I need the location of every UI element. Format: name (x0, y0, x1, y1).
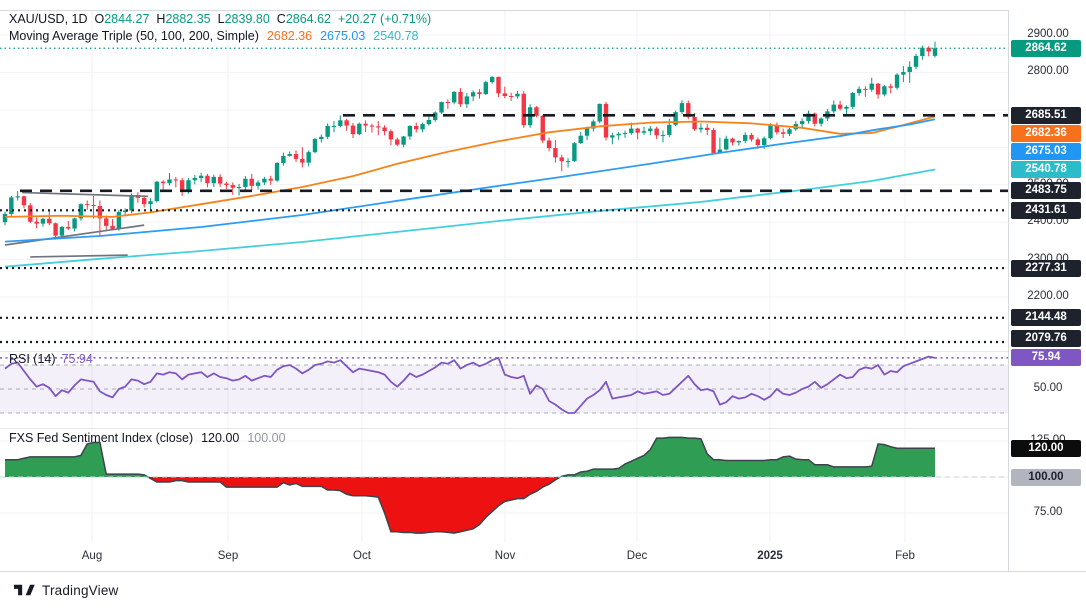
trendlines[interactable] (4, 191, 149, 258)
axis-price-badge-2079.76: 2079.76 (1011, 329, 1081, 347)
axis-price-badge-2682.36: 2682.36 (1011, 124, 1081, 142)
time-axis[interactable]: Aug Sep Oct Nov Dec 2025 Feb (0, 542, 1008, 571)
ohlc-value-L: 2839.80 (224, 12, 270, 26)
tradingview-logo[interactable]: TradingView (14, 582, 119, 598)
symbol-legend-row[interactable]: XAU/USD, 1D O2844.27 H2882.35 L2839.80 C2864… (9, 11, 431, 28)
axis-price-badge-2277.31: 2277.31 (1011, 259, 1081, 277)
ma-value-3: 2540.78 (373, 29, 419, 43)
ma-indicator-title[interactable]: Moving Average Triple (50, 100, 200, Sim… (9, 29, 259, 43)
axis-price-badge-100.00: 100.00 (1011, 468, 1081, 486)
tradingview-logo-text: TradingView (42, 582, 119, 598)
tradingview-logo-icon (14, 584, 35, 596)
axis-price-badge-120.00: 120.00 (1011, 439, 1081, 457)
symbol-title[interactable]: XAU/USD, 1D (9, 12, 88, 26)
axis-label-2200.00: 2200.00 (1027, 290, 1069, 302)
axis-price-badge-2864.62: 2864.62 (1011, 39, 1081, 57)
axis-price-badge-2431.61: 2431.61 (1011, 201, 1081, 219)
rsi-line[interactable] (4, 355, 936, 414)
sma-50-line[interactable] (4, 115, 936, 218)
ohlc-label-H: H (156, 12, 166, 26)
ohlc-value-H: 2882.35 (165, 12, 211, 26)
sentiment-current-value: 120.00 (201, 431, 240, 445)
sentiment-negative-fill (5, 477, 935, 534)
ohlc-label-C: C (276, 12, 286, 26)
axis-price-badge-2483.75: 2483.75 (1011, 182, 1081, 200)
sentiment-indicator-legend-row[interactable]: FXS Fed Sentiment Index (close) 120.00 100… (9, 431, 286, 445)
ohlc-label-O: O (94, 12, 105, 26)
rsi-indicator-legend-row[interactable]: RSI (14) 75.94 (9, 352, 93, 366)
time-axis-label-Oct: Oct (353, 550, 371, 562)
ma-values: 2682.36 2675.03 2540.78 (259, 29, 419, 43)
axis-label-2900.00: 2900.00 (1027, 28, 1069, 40)
axis-label-2800.00: 2800.00 (1027, 65, 1069, 78)
axis-price-badge-2144.48: 2144.48 (1011, 309, 1081, 327)
candlestick-series[interactable] (2, 41, 938, 240)
rsi-current-value: 75.94 (61, 352, 93, 366)
time-axis-label-Sep: Sep (217, 550, 239, 562)
chart-legend: XAU/USD, 1D O2844.27 H2882.35 L2839.80 C2864… (9, 11, 431, 45)
axis-price-badge-2685.51: 2685.51 (1011, 106, 1081, 124)
price-level-lines[interactable] (0, 113, 1008, 344)
time-axis-label-Dec: Dec (626, 550, 648, 562)
axis-price-badge-75.94: 75.94 (1011, 349, 1081, 367)
sentiment-indicator-title[interactable]: FXS Fed Sentiment Index (close) (9, 431, 194, 445)
sentiment-line (5, 436, 935, 534)
ohlc-label-L: L (217, 12, 225, 26)
ohlc-values: O2844.27 H2882.35 L2839.80 C2864.62 (88, 12, 332, 26)
axis-label-75.00: 75.00 (1033, 506, 1063, 518)
sentiment-area[interactable] (0, 436, 1008, 534)
axis-label-50.00: 50.00 (1033, 382, 1063, 394)
sma-100-line[interactable] (4, 118, 936, 243)
time-axis-label-2025: 2025 (757, 550, 783, 562)
sentiment-baseline-value: 100.00 (247, 431, 286, 445)
ma-value-1: 2682.36 (266, 29, 313, 43)
ma-indicator-legend-row[interactable]: Moving Average Triple (50, 100, 200, Sim… (9, 28, 431, 45)
change-value: +20.27 (+0.71%) (338, 12, 432, 26)
price-axis[interactable]: 2900.002800.002500.002400.002300.002200.… (1008, 10, 1086, 571)
rsi-indicator-title[interactable]: RSI (14) (9, 352, 56, 366)
ohlc-value-O: 2844.27 (104, 12, 150, 26)
sentiment-positive-fill (5, 437, 935, 477)
sma-200-line[interactable] (4, 168, 936, 268)
axis-price-badge-2675.03: 2675.03 (1011, 142, 1081, 160)
ma-value-2: 2675.03 (320, 29, 366, 43)
time-axis-label-Feb: Feb (895, 550, 915, 562)
ohlc-value-C: 2864.62 (285, 12, 331, 26)
time-axis-label-Aug: Aug (81, 550, 103, 562)
gridlines (0, 10, 1008, 542)
time-axis-label-Nov: Nov (494, 550, 516, 562)
axis-price-badge-2540.78: 2540.78 (1011, 160, 1081, 178)
